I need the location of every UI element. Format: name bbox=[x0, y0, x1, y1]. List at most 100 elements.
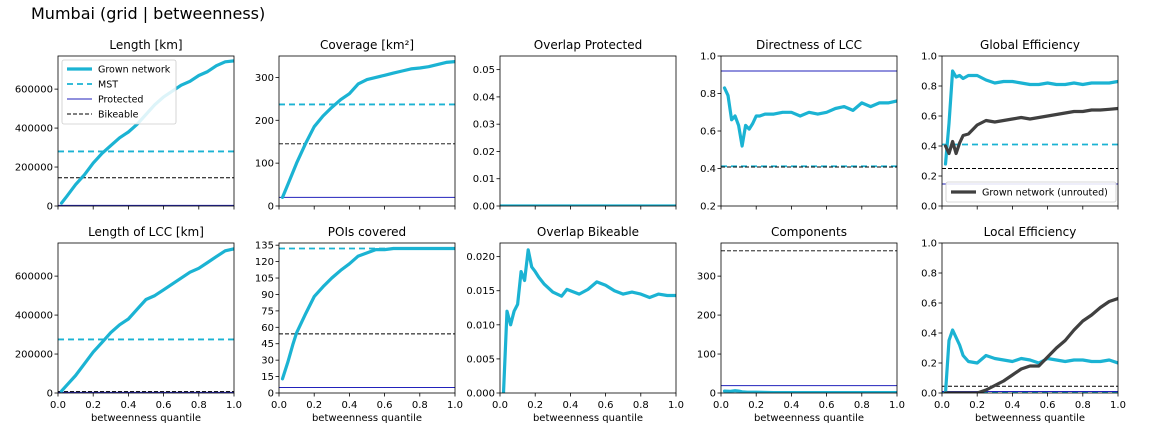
x-axis-label: betweenness quantile bbox=[312, 413, 422, 424]
x-tick-label: 0.6 bbox=[156, 400, 172, 411]
plot-area bbox=[942, 69, 1118, 185]
plot-area bbox=[501, 248, 676, 393]
axes-frame bbox=[57, 242, 235, 394]
x-tick-label: 0.2 bbox=[527, 400, 543, 411]
series-line-grown bbox=[59, 247, 234, 393]
y-tick-label: 0.4 bbox=[921, 142, 937, 153]
y-tick-label: 0 bbox=[47, 202, 53, 213]
series-line-grown bbox=[722, 389, 897, 393]
y-tick-label: 200 bbox=[697, 311, 716, 322]
y-tick-label: 0.8 bbox=[700, 89, 716, 100]
chart-panel-local-efficiency: Local Efficiency 0.0 0.2 0.4 0.6 0.8 1.0 0.0 0.2… bbox=[921, 225, 1126, 424]
series-line-grown bbox=[943, 69, 1118, 166]
y-tick-label: 200 bbox=[255, 116, 274, 127]
y-tick-label: 0.01 bbox=[473, 174, 495, 185]
y-tick-label: 15 bbox=[261, 372, 274, 383]
y-tick-label: 0.005 bbox=[466, 354, 495, 365]
y-tick-label: 1.0 bbox=[921, 239, 937, 250]
chart-panel-components: Components 0 100 200 300 0.0 0.2 0.4 0.6 0.8 1.0 be… bbox=[697, 225, 905, 424]
x-axis-label: betweenness quantile bbox=[91, 413, 201, 424]
y-tick-label: 0.6 bbox=[700, 127, 716, 138]
y-tick-label: 0.2 bbox=[700, 202, 716, 213]
y-tick-label: 0.00 bbox=[473, 202, 495, 213]
chart-title: Directness of LCC bbox=[756, 38, 862, 52]
x-tick-label: 0.0 bbox=[713, 400, 729, 411]
y-tick-label: 45 bbox=[261, 339, 274, 350]
x-tick-label: 0.8 bbox=[854, 400, 870, 411]
chart-panel-global-efficiency: Global Efficiency 0.0 0.2 0.4 0.6 0.8 1.0 Grown… bbox=[921, 38, 1119, 213]
series-line-grown bbox=[722, 86, 897, 148]
plot-area bbox=[942, 296, 1118, 393]
y-tick-label: 0 bbox=[47, 389, 53, 400]
y-tick-label: 0 bbox=[268, 389, 274, 400]
x-tick-label: 0.8 bbox=[412, 400, 428, 411]
series-line-grown bbox=[943, 328, 1118, 393]
y-tick-label: 0.02 bbox=[473, 147, 495, 158]
legend-box bbox=[945, 181, 1117, 203]
axes-frame bbox=[941, 55, 1119, 207]
y-tick-label: 300 bbox=[697, 272, 716, 283]
y-tick-label: 30 bbox=[261, 356, 274, 367]
y-tick-label: 135 bbox=[255, 241, 274, 252]
y-tick-label: 0.2 bbox=[921, 359, 937, 370]
y-tick-label: 0.8 bbox=[921, 82, 937, 93]
x-tick-label: 0.6 bbox=[1040, 400, 1056, 411]
plot-area bbox=[721, 70, 897, 168]
legend-label-bikeable: Bikeable bbox=[98, 110, 139, 121]
legend-label-protected: Protected bbox=[98, 95, 143, 106]
y-tick-label: 0.020 bbox=[466, 252, 495, 263]
chart-panel-overlap-bikeable: Overlap Bikeable 0.000 0.005 0.010 0.015 0.02… bbox=[466, 225, 684, 424]
y-tick-label: 0.03 bbox=[473, 120, 495, 131]
x-tick-label: 0.4 bbox=[562, 400, 578, 411]
y-tick-label: 1.0 bbox=[700, 52, 716, 63]
plot-area bbox=[58, 247, 234, 393]
y-tick-label: 1.0 bbox=[921, 52, 937, 63]
x-tick-label: 0.4 bbox=[341, 400, 357, 411]
y-tick-label: 0.6 bbox=[921, 112, 937, 123]
y-tick-label: 0.0 bbox=[921, 389, 937, 400]
x-tick-label: 0.0 bbox=[492, 400, 508, 411]
series-line-grown bbox=[501, 248, 676, 393]
x-tick-label: 0.0 bbox=[271, 400, 287, 411]
y-tick-label: 120 bbox=[255, 257, 274, 268]
x-tick-label: 1.0 bbox=[1110, 400, 1126, 411]
series-line-unrouted bbox=[943, 296, 1118, 393]
x-tick-label: 0.2 bbox=[306, 400, 322, 411]
x-tick-label: 0.0 bbox=[50, 400, 66, 411]
y-tick-label: 0.4 bbox=[700, 164, 716, 175]
x-tick-label: 0.4 bbox=[120, 400, 136, 411]
series-line-unrouted bbox=[943, 106, 1118, 156]
y-tick-label: 0.2 bbox=[921, 172, 937, 183]
legend-label-mst: MST bbox=[98, 80, 118, 91]
x-axis-label: betweenness quantile bbox=[533, 413, 643, 424]
chart-title: Components bbox=[771, 225, 847, 239]
plot-area bbox=[279, 246, 455, 389]
figure-title: Mumbai (grid | betweenness) bbox=[31, 4, 266, 23]
chart-title: Local Efficiency bbox=[984, 225, 1077, 239]
chart-title: Length of LCC [km] bbox=[88, 225, 204, 239]
series-line-grown bbox=[280, 246, 455, 381]
axes-frame bbox=[941, 242, 1119, 394]
x-tick-label: 1.0 bbox=[889, 400, 905, 411]
x-axis-label: betweenness quantile bbox=[975, 413, 1085, 424]
x-tick-label: 0.6 bbox=[598, 400, 614, 411]
y-tick-label: 200000 bbox=[15, 350, 53, 361]
x-tick-label: 0.4 bbox=[1004, 400, 1020, 411]
x-tick-label: 0.6 bbox=[377, 400, 393, 411]
y-tick-label: 105 bbox=[255, 274, 274, 285]
axes-frame bbox=[278, 242, 456, 394]
x-tick-label: 0.2 bbox=[748, 400, 764, 411]
chart-panel-length-lcc: Length of LCC [km] 0 200000 400000 600000 0.0… bbox=[15, 225, 242, 424]
y-tick-label: 75 bbox=[261, 306, 274, 317]
x-tick-label: 0.6 bbox=[819, 400, 835, 411]
series-line-grown bbox=[280, 59, 455, 199]
y-tick-label: 0.6 bbox=[921, 299, 937, 310]
chart-panel-coverage: Coverage [km²] 0 100 200 300 bbox=[255, 38, 456, 213]
x-axis-label: betweenness quantile bbox=[754, 413, 864, 424]
y-tick-label: 0.000 bbox=[466, 389, 495, 400]
y-tick-label: 0.4 bbox=[921, 329, 937, 340]
x-tick-label: 0.2 bbox=[85, 400, 101, 411]
x-tick-label: 0.8 bbox=[633, 400, 649, 411]
x-tick-label: 0.2 bbox=[969, 400, 985, 411]
